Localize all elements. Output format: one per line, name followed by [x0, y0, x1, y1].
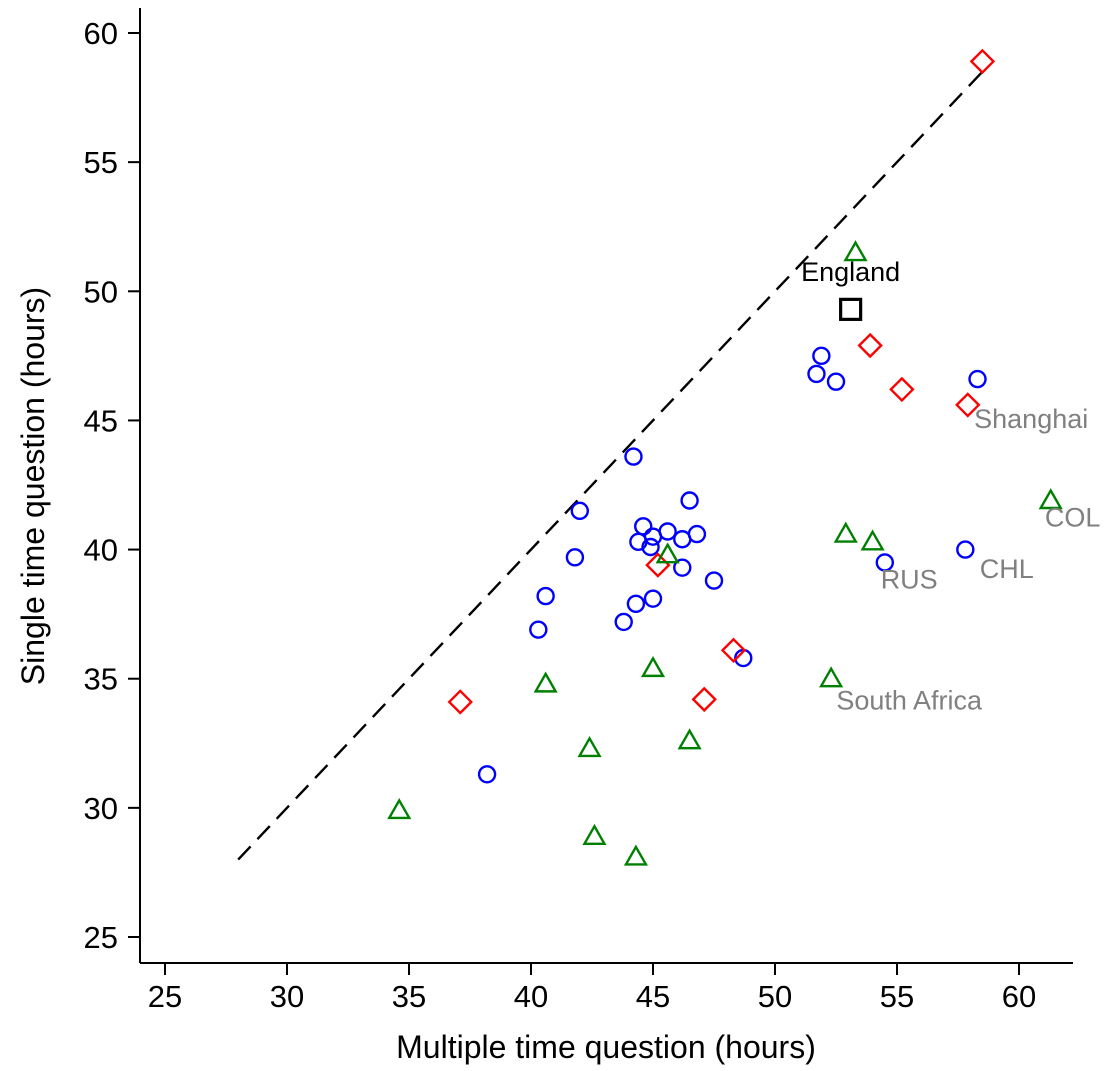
x-axis-title: Multiple time question (hours) [396, 1029, 816, 1065]
square-point [839, 297, 863, 321]
circle-point [565, 548, 585, 567]
point-annotations: England Shanghai COL CHL RUS South Africa [801, 257, 1100, 716]
diamond-point [969, 48, 996, 75]
y-tick-label: 55 [84, 145, 118, 180]
triangle-point [677, 728, 702, 750]
x-tick-label: 30 [270, 979, 304, 1014]
y-tick-label: 35 [84, 662, 118, 697]
diamond-point [955, 392, 981, 418]
circle-point [968, 369, 987, 389]
x-tick-label: 45 [636, 979, 670, 1014]
diamond-point [691, 686, 717, 713]
circle-point [807, 364, 826, 384]
y-tick-label: 45 [84, 403, 118, 438]
diamond-point [720, 637, 747, 663]
triangle-point [655, 542, 680, 564]
circle-point [529, 620, 548, 639]
diamond-point [645, 552, 671, 578]
circle-point [641, 537, 660, 557]
x-tick-label: 55 [880, 979, 914, 1014]
y-tick-label: 40 [84, 533, 118, 568]
diamond-point [857, 332, 883, 359]
circle-point [687, 524, 707, 544]
circle-point [658, 522, 677, 541]
data-points [387, 48, 1063, 866]
triangle-point [819, 666, 844, 688]
x-tick-label: 25 [148, 979, 182, 1014]
x-axis-ticks: 25 30 35 40 45 50 55 60 [148, 963, 1036, 1014]
annotation-label: South Africa [836, 686, 983, 716]
annotation-label: Shanghai [974, 404, 1088, 434]
diamond-point [889, 376, 915, 403]
triangle-point [1038, 488, 1063, 510]
triangle-point [533, 671, 558, 693]
triangle-point [833, 521, 858, 543]
circle-point [704, 571, 724, 590]
circle-point [673, 558, 692, 577]
x-tick-label: 40 [514, 979, 548, 1014]
triangle-point [387, 798, 412, 820]
y-tick-label: 60 [84, 16, 118, 51]
circle-point [643, 589, 663, 608]
triangle-point [860, 529, 885, 551]
circle-point [536, 586, 555, 606]
annotation-label: CHL [980, 554, 1034, 584]
circle-point [826, 372, 846, 391]
circle-point [875, 553, 894, 572]
x-tick-label: 35 [392, 979, 426, 1014]
circle-point [626, 594, 646, 614]
circle-point [614, 612, 633, 632]
circle-point [477, 765, 497, 784]
circle-point [956, 540, 975, 559]
triangle-point [623, 844, 648, 866]
y-tick-label: 50 [84, 274, 118, 309]
circle-point [680, 491, 699, 510]
triangle-point [577, 736, 602, 758]
x-tick-label: 50 [758, 979, 792, 1014]
annotation-label: RUS [881, 564, 938, 594]
triangle-point [640, 655, 666, 678]
circle-point [570, 501, 589, 521]
x-tick-label: 60 [1002, 979, 1036, 1014]
circle-point [634, 517, 653, 536]
triangle-point [843, 240, 868, 262]
y-tick-label: 30 [84, 791, 118, 826]
annotation-label: COL [1045, 502, 1101, 532]
triangle-point [582, 823, 607, 845]
diamond-point [447, 689, 473, 715]
annotation-label: England [801, 257, 900, 287]
y-axis-ticks: 25 30 35 40 45 50 55 60 [84, 16, 140, 955]
circle-point [812, 346, 831, 366]
reference-line [237, 70, 984, 861]
circle-point [624, 447, 643, 466]
y-tick-label: 25 [84, 920, 118, 955]
reference-line-group [237, 70, 984, 861]
y-axis-title: Single time question (hours) [15, 287, 51, 685]
